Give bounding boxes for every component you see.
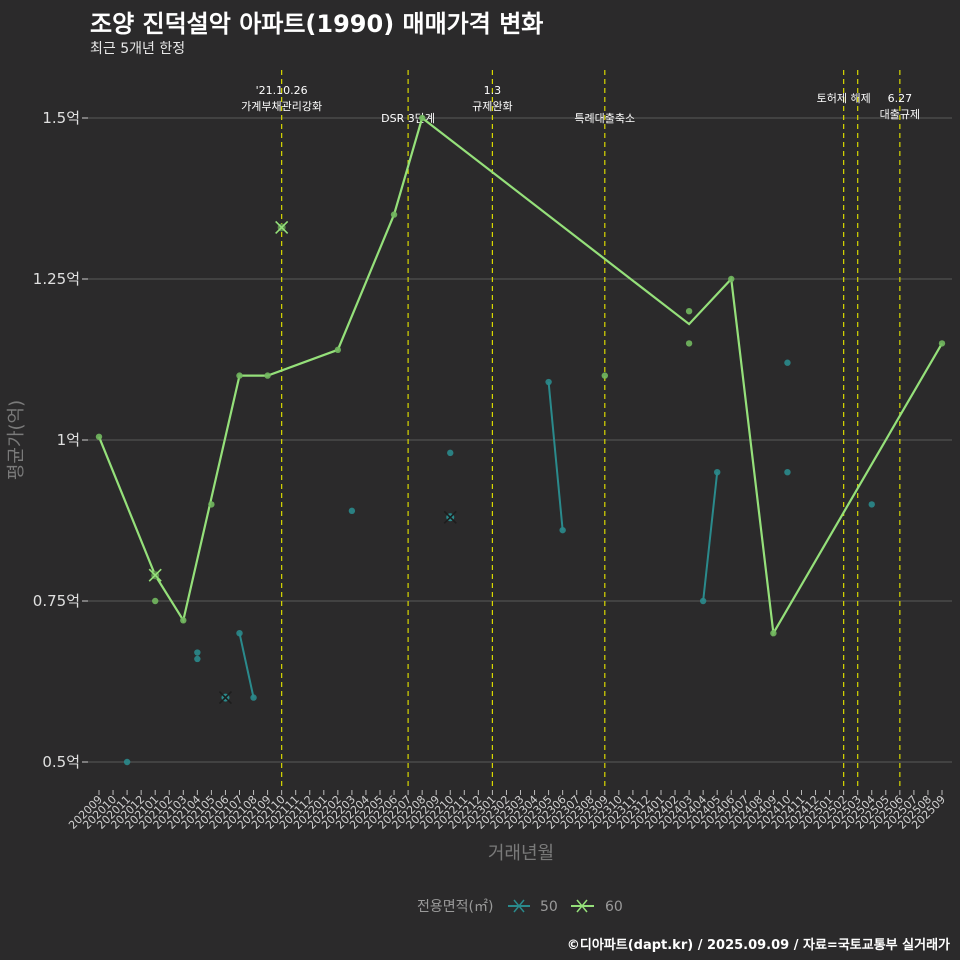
y-tick-label: 1.5억 — [42, 109, 80, 127]
y-tick-label: 1.25억 — [33, 270, 80, 288]
series-50-point — [545, 378, 552, 386]
series-50-point — [194, 655, 201, 663]
series-50-point — [784, 359, 791, 366]
series-60-point — [770, 630, 777, 637]
series-60-cross-marker — [275, 220, 289, 235]
series-50-line — [238, 632, 255, 698]
event-label: 1.3 — [484, 84, 502, 97]
x-axis-ticks: 2020092020102020112020122021012021022021… — [66, 790, 948, 832]
grid-lines — [88, 117, 952, 763]
event-label: 대출규제 — [880, 108, 920, 121]
y-tick-label: 0.5억 — [42, 753, 80, 771]
series-60-point — [334, 346, 342, 354]
legend-label-60: 60 — [605, 899, 623, 915]
y-axis-ticks: 0.5억 0.75억 1억 1.25억 1.5억 — [33, 109, 88, 771]
series-50-point — [447, 449, 454, 457]
series-50-point — [250, 694, 257, 701]
event-label: 6.27 — [888, 92, 913, 105]
y-tick-label: 1억 — [57, 431, 80, 449]
series-60-point — [264, 372, 271, 379]
series-60-point — [95, 433, 103, 440]
series-60-point — [236, 372, 243, 379]
legend-title: 전용면적(㎡) — [417, 899, 493, 915]
y-tick-label: 0.75억 — [33, 592, 80, 610]
source-caption: ©디아파트(dapt.kr) / 2025.09.09 / 자료=국토교통부 실… — [566, 938, 950, 953]
y-axis-title: 평균가(억) — [6, 400, 27, 480]
legend-key-60-cross — [576, 899, 588, 913]
event-label: 토허제 해제 — [817, 91, 871, 105]
series-60-point — [390, 211, 398, 218]
series-50-point — [699, 597, 707, 605]
series-50-cross-marker — [443, 510, 457, 524]
series-60-line — [97, 116, 943, 637]
series-50-point — [194, 649, 201, 656]
series-50-point — [123, 758, 131, 766]
chart-title: 조양 진덕설악 아파트(1990) 매매가격 변화 — [90, 10, 544, 38]
event-label: 가계부채관리강화 — [241, 100, 322, 113]
series-50-line — [547, 381, 564, 531]
series-50-point — [236, 630, 243, 637]
series-50-cross-marker — [218, 691, 233, 705]
series-60-point — [685, 340, 693, 347]
series-60-point — [180, 617, 187, 624]
series-60-point — [208, 501, 215, 508]
legend-key-50-cross — [513, 899, 525, 913]
series-50-line — [702, 472, 719, 602]
series-50-point — [348, 507, 356, 515]
series-60-point — [685, 308, 693, 315]
price-line-chart: 0.5억 0.75억 1억 1.25억 1.5억 2020092020102020112… — [6, 70, 952, 915]
event-label: 규제완화 — [472, 100, 512, 113]
event-label: '21.10.26 — [256, 84, 308, 97]
series-60-cross-marker — [148, 568, 162, 582]
series-60-point — [152, 597, 159, 605]
data-series — [95, 114, 946, 766]
event-label: 특례대출축소 — [574, 112, 635, 125]
series-50-point — [559, 526, 566, 534]
series-60-point — [728, 275, 735, 283]
series-60-point — [938, 340, 946, 347]
legend: 전용면적(㎡) 50 60 — [417, 899, 623, 915]
chart-subtitle: 최근 5개년 한정 — [90, 41, 186, 57]
series-50-point — [868, 501, 875, 508]
series-60-point — [601, 372, 608, 379]
legend-label-50: 50 — [540, 899, 558, 915]
x-axis-title: 거래년월 — [488, 843, 554, 864]
series-50-point — [714, 469, 721, 476]
series-50-point — [784, 469, 791, 476]
series-60-point — [418, 114, 426, 122]
